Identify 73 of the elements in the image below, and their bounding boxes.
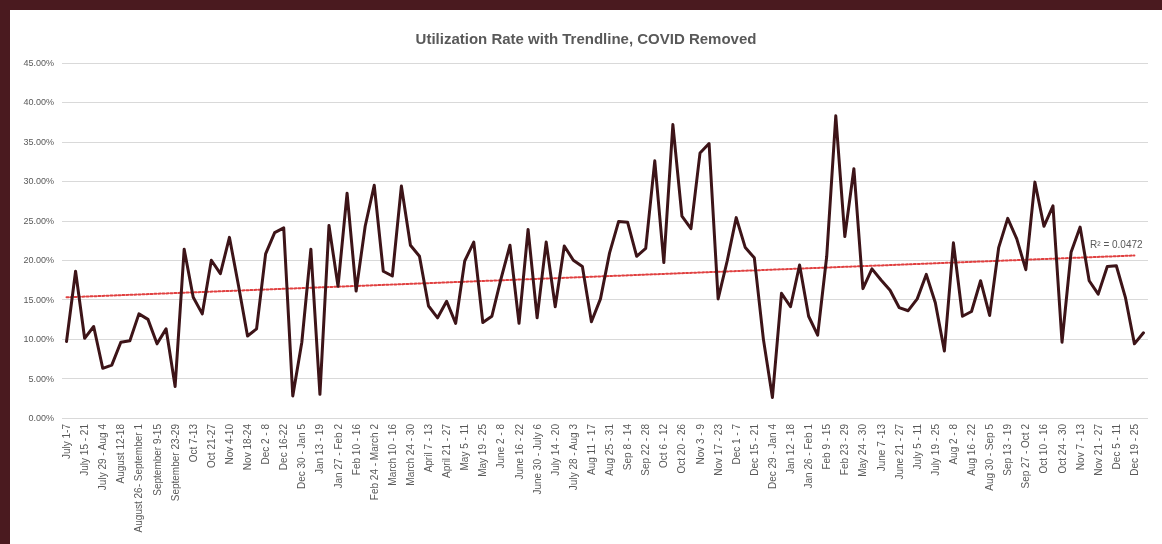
x-tick-label: Aug 2 - 8 [947,423,959,465]
x-tick-label: Oct 20 - 26 [676,423,688,474]
x-tick-label: Dec 5 - 11 [1110,423,1122,470]
x-tick-label: Oct 6 - 12 [658,423,670,468]
x-tick-label: Aug 16 - 22 [966,423,978,476]
x-tick-label: June 16 - 22 [513,423,525,480]
x-tick-label: Feb 23 - 29 [839,423,851,476]
x-tick-label: Feb 24 - March 2 [368,423,380,501]
x-tick-label: July 1-7 [61,423,73,460]
x-tick-label: Nov 7 - 13 [1074,423,1086,471]
x-tick-label: July 19 - 25 [929,423,941,476]
x-tick-label: Nov 21 - 27 [1092,423,1104,476]
x-tick-label: May 19 - 25 [477,423,489,477]
x-tick-label: April 21 - 27 [441,423,453,478]
x-tick-label: June 7 -13 [875,423,887,472]
x-tick-label: July 5 - 11 [911,423,923,470]
x-tick-label: July 15 - 21 [79,423,91,476]
y-tick-label: 25.00% [23,215,54,226]
x-tick-label: Dec 19 - 25 [1128,423,1140,476]
x-tick-label: June 2 - 8 [495,423,507,469]
y-tick-label: 35.00% [23,136,54,147]
x-tick-label: June 21 - 27 [893,423,905,480]
y-tick-label: 15.00% [23,294,54,305]
x-tick-label: September 9-15 [151,423,163,496]
x-tick-label: Dec 2 - 8 [260,423,272,465]
x-tick-label: Aug 30 - Sep 5 [984,423,996,491]
x-tick-label: Nov 17 - 23 [712,423,724,476]
x-tick-label: April 7 - 13 [423,423,435,473]
x-tick-label: Dec 15 - 21 [748,423,760,476]
x-tick-label: Nov 4-10 [223,423,235,465]
x-tick-label: Sep 8 - 14 [622,423,634,471]
x-tick-label: June 30 - July 6 [531,423,543,495]
x-tick-label: Aug 11 - 17 [585,423,597,475]
x-tick-label: Sep 27 - Oct 2 [1020,423,1032,489]
x-tick-label: Dec 30 - Jan 5 [296,423,308,490]
x-tick-label: Jan 27 - Feb 2 [332,423,344,489]
y-tick-label: 45.00% [23,58,54,68]
y-tick-label: 5.00% [28,373,54,384]
annotation: R² = 0.0472 [1090,238,1144,250]
y-tick-label: 30.00% [23,176,54,187]
x-tick-label: Sep 22 - 28 [640,423,652,476]
x-tick-label: Aug 25 - 31 [604,423,616,476]
x-tick-label: Oct 10 - 16 [1038,423,1050,474]
x-tick-label: July 14 - 20 [549,423,561,476]
x-tick-label: Feb 9 - 15 [821,423,833,470]
y-tick-label: 20.00% [23,255,54,266]
x-tick-label: August 12-18 [115,423,127,484]
x-tick-label: Oct 24 - 30 [1056,423,1068,474]
x-tick-label: Nov 18-24 [242,423,254,471]
x-tick-label: May 5 - 11 [459,423,471,471]
y-tick-label: 10.00% [23,334,54,345]
x-tick-label: September 23-29 [169,423,181,502]
chart-title: Utilization Rate with Trendline, COVID Removed [415,30,757,47]
x-tick-label: Oct 7-13 [187,423,199,463]
x-tick-label: May 24 - 30 [857,423,869,477]
x-tick-label: July 29 - Aug 4 [97,423,109,491]
x-tick-label: July 28 - Aug 3 [567,423,579,491]
x-tick-label: Feb 10 - 16 [350,423,362,476]
x-tick-label: Oct 21-27 [205,423,217,468]
x-tick-label: March 24 - 30 [404,423,416,486]
x-tick-label: Jan 26 - Feb 1 [803,423,815,489]
x-tick-label: Jan 12 - 18 [785,423,797,475]
x-tick-label: Dec 16-22 [278,423,290,471]
x-tick-label: August 26- September 1 [133,423,145,533]
line-series [65,114,1145,399]
x-tick-label: Dec 1 - 7 [730,423,742,465]
y-tick-label: 40.00% [23,97,54,108]
x-tick-label: Sep 13 - 19 [1002,423,1014,476]
x-tick-label: Jan 13 - 19 [314,423,326,475]
x-tick-label: Nov 3 - 9 [694,423,706,465]
x-tick-label: March 10 - 16 [386,423,398,486]
x-tick-label: Dec 29 - Jan 4 [766,423,778,490]
y-tick-label: 0.00% [28,413,54,423]
